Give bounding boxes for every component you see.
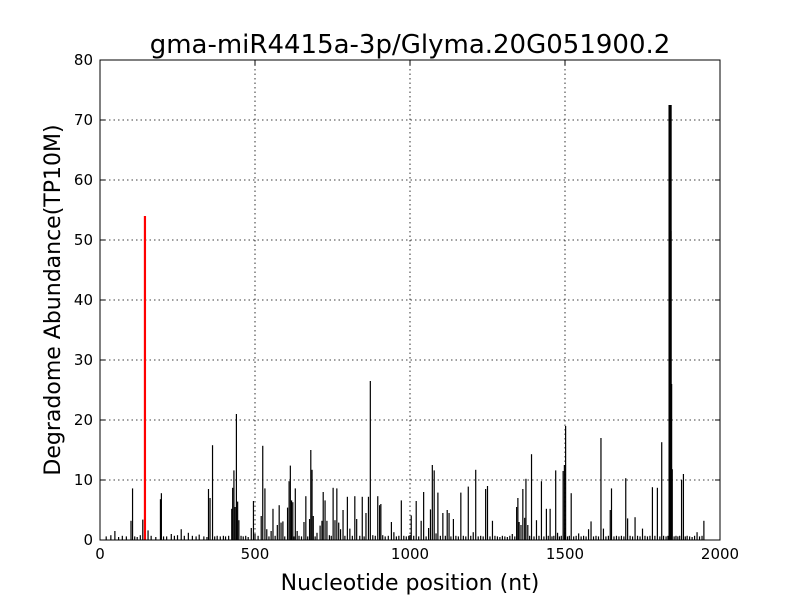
x-tick-label: 500: [241, 545, 270, 563]
x-tick-label: 2000: [701, 545, 739, 563]
x-axis-label: Nucleotide position (nt): [281, 571, 540, 596]
x-tick-label: 1500: [546, 545, 584, 563]
y-tick-label: 30: [74, 351, 93, 369]
y-axis-label: Degradome Abundance(TP10M): [41, 124, 66, 475]
x-tick-label: 1000: [391, 545, 429, 563]
grid-lines: [100, 60, 720, 540]
y-tick-label: 20: [74, 411, 93, 429]
chart-title: gma-miR4415a-3p/Glyma.20G051900.2: [150, 30, 671, 60]
x-tick-label: 0: [95, 545, 105, 563]
axis-ticks: 0 500 1000 1500 2000 0 10 20 30 40 50 60 70 80: [74, 51, 739, 563]
y-tick-label: 60: [74, 171, 93, 189]
y-tick-label: 0: [83, 531, 93, 549]
y-tick-label: 40: [74, 291, 93, 309]
y-tick-label: 80: [74, 51, 93, 69]
y-tick-label: 50: [74, 231, 93, 249]
y-tick-label: 70: [74, 111, 93, 129]
data-bars: [105, 105, 705, 540]
y-tick-label: 10: [74, 471, 93, 489]
